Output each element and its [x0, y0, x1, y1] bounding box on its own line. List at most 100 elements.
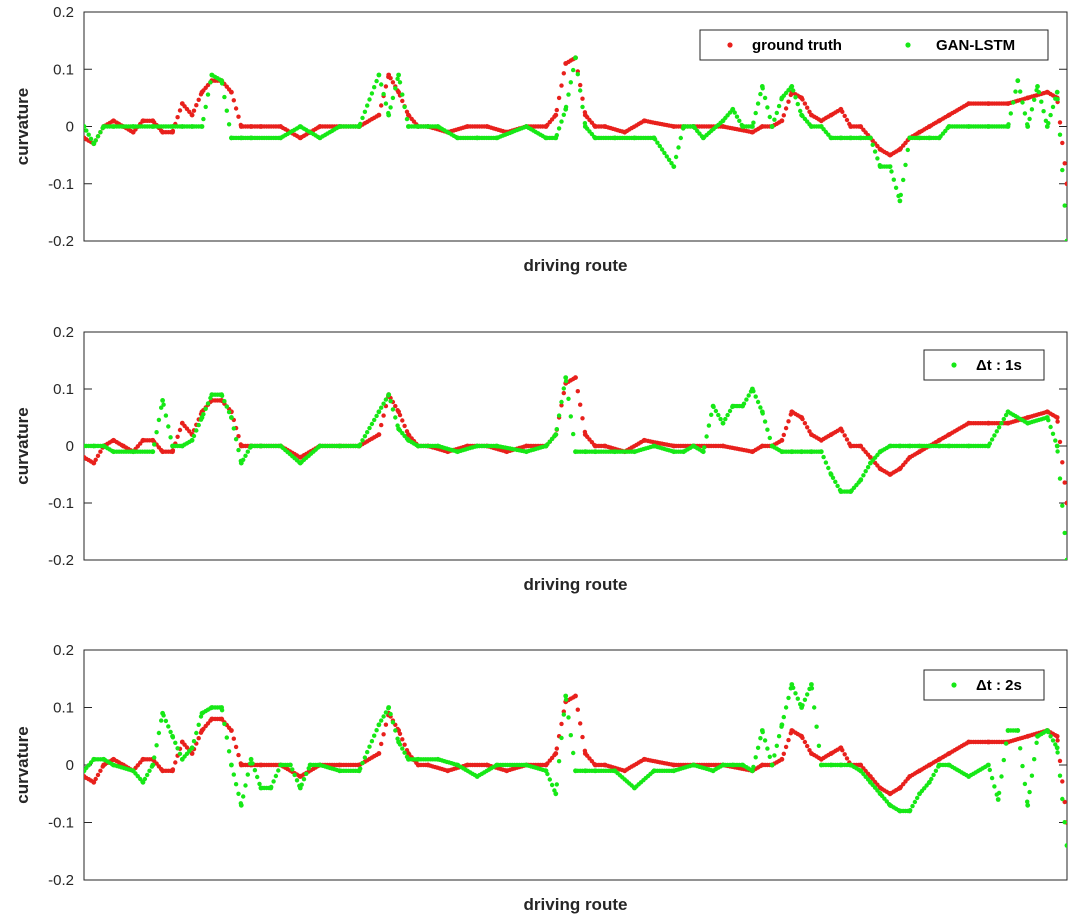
data-marker: [258, 762, 264, 768]
data-point: [224, 735, 229, 740]
data-marker: [759, 443, 765, 449]
y-axis-label: curvature: [13, 88, 32, 165]
data-marker: [484, 762, 490, 768]
data-marker: [818, 437, 824, 443]
data-marker: [297, 774, 303, 779]
data-marker: [199, 728, 205, 733]
data-marker: [573, 449, 578, 455]
data-point: [556, 95, 562, 101]
legend: Δt : 1s: [923, 349, 1045, 381]
data-point: [580, 104, 585, 110]
data-marker: [150, 118, 156, 124]
data-point: [559, 721, 564, 727]
data-point: [805, 105, 810, 110]
data-point: [1060, 779, 1065, 784]
data-marker: [612, 135, 618, 141]
data-point: [276, 768, 281, 773]
data-point: [791, 88, 796, 93]
data-point: [191, 108, 197, 113]
data-point: [98, 449, 103, 454]
data-marker: [553, 135, 559, 141]
data-point: [393, 728, 398, 733]
data-point: [568, 414, 573, 419]
data-point: [1057, 132, 1063, 137]
data-marker: [386, 72, 392, 78]
data-point: [1001, 757, 1006, 763]
data-point: [381, 91, 386, 97]
data-point: [823, 460, 829, 465]
data-point: [657, 143, 662, 149]
data-marker: [91, 460, 97, 466]
data-marker: [1025, 733, 1031, 739]
data-marker: [995, 797, 1001, 802]
data-point: [563, 697, 569, 702]
data-marker: [406, 437, 411, 443]
data-point: [196, 736, 201, 741]
series-prediction: [84, 55, 1067, 241]
data-point: [203, 406, 208, 411]
data-marker: [917, 135, 922, 141]
data-point: [563, 378, 569, 384]
data-marker: [858, 762, 863, 768]
data-marker: [1015, 78, 1021, 84]
data-point: [989, 775, 995, 781]
data-point: [765, 105, 770, 110]
data-marker: [543, 124, 549, 129]
data-point: [95, 772, 101, 778]
data-marker: [651, 768, 657, 774]
data-point: [250, 761, 255, 766]
data-point: [786, 737, 791, 743]
data-point: [163, 413, 169, 418]
data-point: [737, 118, 742, 124]
data-marker: [209, 392, 215, 398]
series-prediction: [84, 375, 1067, 560]
data-marker: [966, 124, 972, 129]
data-point: [704, 434, 709, 439]
y-tick-label: 0: [66, 438, 74, 455]
data-marker: [907, 774, 913, 779]
data-marker: [828, 762, 834, 768]
data-marker: [91, 141, 97, 147]
data-marker: [406, 756, 411, 762]
data-point: [835, 483, 840, 489]
data-marker: [769, 443, 775, 449]
data-point: [901, 177, 906, 183]
data-point: [369, 91, 375, 96]
data-point: [580, 96, 585, 101]
data-point: [224, 404, 229, 409]
data-point: [1022, 781, 1028, 787]
data-point: [226, 749, 232, 754]
data-marker: [1025, 124, 1031, 129]
data-marker: [936, 756, 942, 762]
data-point: [95, 134, 101, 139]
data-point: [915, 795, 920, 801]
data-marker: [838, 489, 844, 494]
data-marker: [641, 437, 647, 443]
data-point: [374, 728, 379, 733]
data-marker: [897, 466, 903, 472]
data-marker: [966, 739, 972, 745]
data-marker: [504, 449, 510, 455]
data-point: [1027, 116, 1032, 122]
data-marker: [494, 443, 500, 449]
data-marker: [769, 124, 775, 129]
data-marker: [818, 449, 824, 455]
data-marker: [238, 135, 244, 141]
data-marker: [809, 124, 814, 129]
data-marker: [582, 432, 588, 437]
data-point: [994, 429, 999, 434]
data-point: [893, 185, 899, 190]
data-marker: [445, 768, 451, 774]
data-point: [559, 119, 564, 124]
data-marker: [238, 762, 244, 768]
data-marker: [1025, 95, 1031, 101]
data-point: [554, 746, 559, 751]
data-marker: [799, 733, 804, 739]
data-marker: [592, 443, 598, 449]
data-marker: [838, 762, 844, 768]
data-point: [571, 750, 576, 756]
y-tick-label: 0.2: [53, 4, 74, 21]
x-axis-label: driving route: [524, 256, 628, 275]
data-marker: [278, 443, 283, 449]
